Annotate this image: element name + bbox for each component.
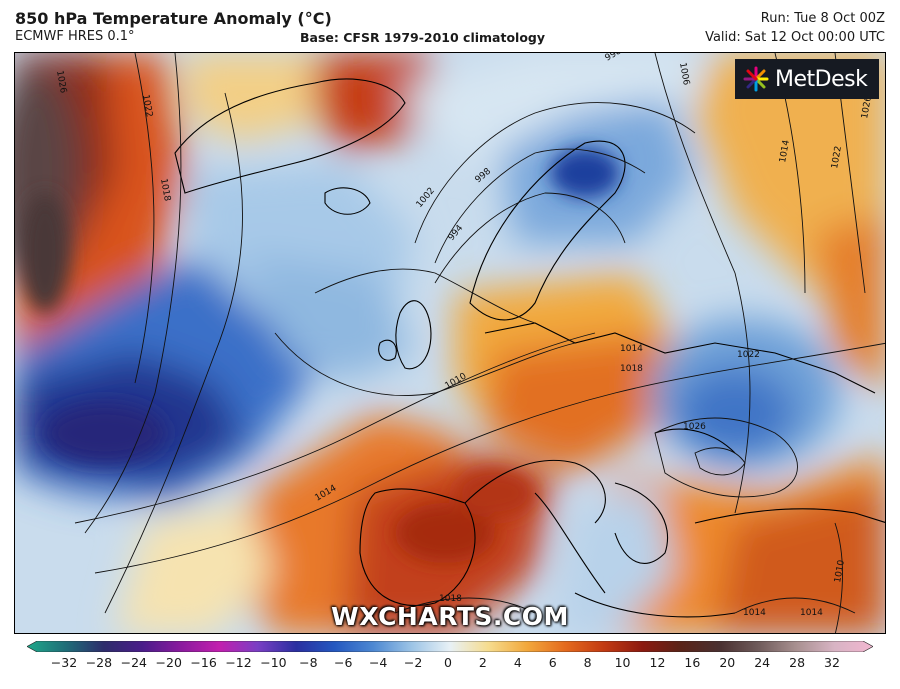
colorbar-tick: −24 (120, 655, 148, 670)
isobar-label: 1026 (860, 95, 874, 120)
isobar-label: 1026 (54, 70, 68, 95)
colorbar-tick: 4 (513, 655, 522, 670)
colorbar-tick: −12 (225, 655, 252, 670)
colorbar-tick: 6 (548, 655, 557, 670)
colorbar-tick: 28 (789, 655, 806, 670)
colorbar-tick: −4 (368, 655, 388, 670)
metdesk-logo: MetDesk (735, 59, 879, 99)
isobar-label: 1018 (158, 178, 172, 203)
isobar-label: 1014 (743, 608, 766, 618)
coastlines (174, 78, 885, 618)
wxcharts-watermark: WXCHARTS.COM (331, 602, 569, 631)
colorbar-tick-labels: −32 −28 −24 −20 −16 −12 −10 −8 −6 −4 −2 0 2 4 6 8 10 12 16… (0, 655, 900, 675)
metdesk-logo-text: MetDesk (775, 66, 868, 92)
run-time-label: Run: Tue 8 Oct 00Z (760, 11, 885, 26)
chart-title: 850 hPa Temperature Anomaly (°C) (15, 9, 332, 28)
model-label: ECMWF HRES 0.1° (15, 29, 135, 44)
isobar-label: 1018 (620, 364, 643, 374)
isobar-label: 1026 (683, 422, 706, 432)
isobar-label: 1014 (800, 608, 823, 618)
colorbar-tick: 8 (583, 655, 592, 670)
isobar-label: 1014 (778, 139, 792, 164)
isobar-label: 1006 (677, 62, 691, 87)
colorbar-tick: 32 (824, 655, 840, 670)
anomaly-map[interactable]: 1026 1022 1018 1014 1002 998 994 998 100… (14, 52, 886, 634)
map-canvas: 1026 1022 1018 1014 1002 998 994 998 100… (15, 53, 885, 633)
colorbar-tick: 12 (649, 655, 666, 670)
anomaly-detail (20, 148, 620, 563)
colorbar-tick: −8 (299, 655, 318, 670)
colorbar-tick: −32 (50, 655, 78, 670)
colorbar-tick: −2 (403, 655, 423, 670)
colorbar-tick: 10 (614, 655, 631, 670)
colorbar-tick: −16 (190, 655, 217, 670)
base-climatology-label: Base: CFSR 1979-2010 climatology (300, 30, 546, 45)
valid-time-label: Valid: Sat 12 Oct 00:00 UTC (705, 30, 885, 45)
isobar-label: 1014 (620, 344, 643, 354)
metdesk-logo-icon (743, 66, 769, 92)
isobar-label: 1018 (439, 594, 462, 604)
colorbar-tick: −10 (260, 655, 287, 670)
colorbar-tick: 2 (478, 655, 487, 670)
colorbar-tick: 16 (684, 655, 701, 670)
colorbar-tick: 20 (719, 655, 736, 670)
isobar-label: 1022 (830, 145, 844, 169)
colorbar (27, 641, 873, 652)
colorbar-tick: −20 (155, 655, 182, 670)
isobar-label: 998 (604, 53, 624, 64)
isobars (74, 53, 885, 633)
colorbar-tick: 0 (444, 655, 452, 670)
colorbar-tick: −6 (334, 655, 353, 670)
isobar-label: 1010 (833, 559, 847, 584)
isobar-label: 1022 (140, 94, 154, 118)
colorbar-tick: 24 (754, 655, 771, 670)
isobar-label: 1022 (737, 350, 760, 360)
colorbar-tick: −28 (85, 655, 113, 670)
